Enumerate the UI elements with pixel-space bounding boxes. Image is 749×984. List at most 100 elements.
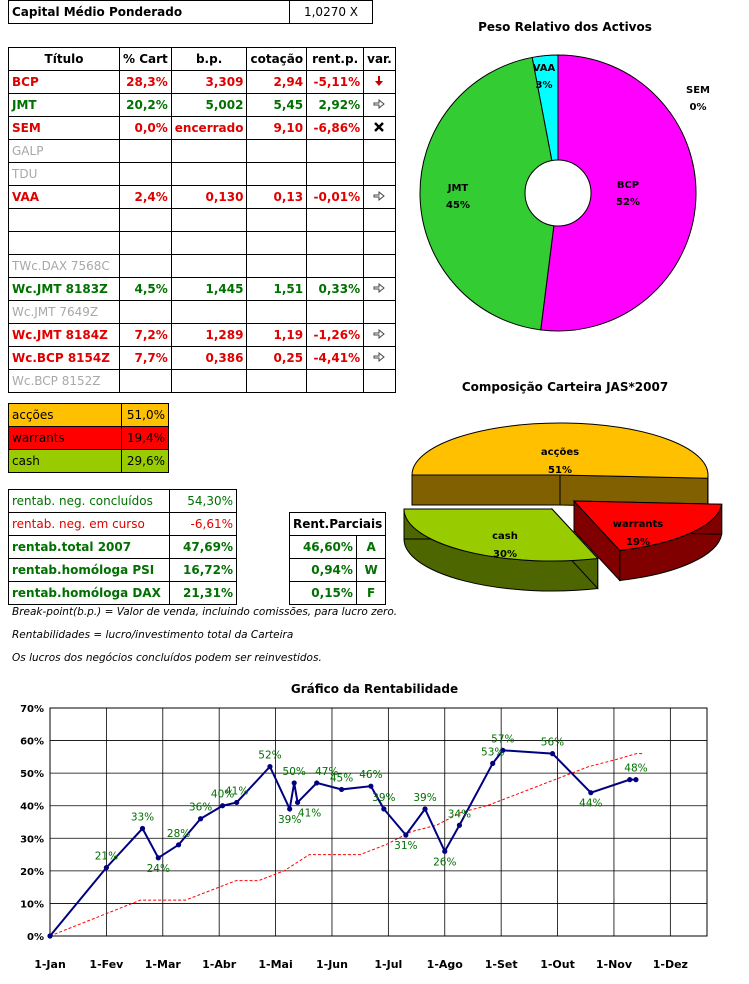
rentab-total-label: rentab.total 2007 (8, 535, 170, 559)
position-bp (170, 208, 248, 232)
rentab-concluidos-label: rentab. neg. concluídos (8, 489, 170, 513)
line-ytick: 60% (20, 737, 44, 748)
capital-table: Capital Médio Ponderado 1,0270 X (8, 0, 373, 24)
position-cart: 4,5% (119, 277, 172, 301)
position-rent (306, 139, 365, 163)
parciais-w-value: 0,94% (289, 558, 357, 582)
line-point (549, 751, 556, 757)
position-row: TDU (8, 162, 396, 186)
note-breakpoint: Break-point(b.p.) = Valor de venda, incl… (12, 606, 398, 618)
position-var (363, 254, 396, 278)
line-data-label: 41% (298, 807, 321, 819)
rentab-psi-value: 16,72% (169, 558, 237, 582)
position-cot (246, 162, 308, 186)
line-point (287, 806, 293, 812)
pie2-slice-acções (411, 422, 709, 479)
rentab-curso-label: rentab. neg. em curso (8, 512, 170, 536)
position-rent (306, 162, 365, 186)
position-row: Wc.JMT 8183Z 4,5% 1,445 1,51 0,33% (8, 277, 396, 301)
line-point (294, 799, 301, 806)
pie2-title: Composição Carteira JAS*2007 (461, 380, 669, 394)
position-row: JMT 20,2% 5,002 5,45 2,92% (8, 93, 396, 117)
composition-cash-value: 29,6% (121, 449, 169, 473)
position-cart: 28,3% (119, 70, 172, 94)
position-cart (119, 139, 172, 163)
position-var (363, 139, 396, 163)
pie2-value-warrants: 19% (626, 537, 650, 548)
position-row: Wc.JMT 8184Z 7,2% 1,289 1,19 -1,26% (8, 323, 396, 347)
line-point (403, 832, 409, 838)
line-ytick: 50% (20, 769, 44, 780)
line-series-reference (49, 753, 643, 937)
position-titulo: TDU (8, 162, 120, 186)
position-cot: 0,25 (246, 346, 308, 370)
header-cart: % Cart (119, 47, 172, 71)
position-row (8, 208, 396, 232)
position-rent: -0,01% (306, 185, 365, 209)
line-xtick: 1-Out (540, 958, 575, 971)
position-cart (119, 208, 172, 232)
pie1-value-jmt: 45% (446, 200, 470, 211)
header-var: var. (363, 47, 396, 71)
position-rent: -5,11% (306, 70, 365, 94)
line-data-label: 36% (189, 802, 212, 814)
pie1-label-vaa: VAA (533, 63, 556, 74)
position-cart (119, 254, 172, 278)
position-titulo: VAA (8, 185, 120, 209)
position-cot (246, 208, 308, 232)
position-cart (119, 162, 172, 186)
parciais-w-code: W (355, 558, 387, 582)
line-xtick: 1-Ago (427, 958, 464, 971)
parciais-table: Rent.Parciais 46,60% A 0,94% W 0,15% F (288, 512, 387, 605)
position-row: BCP 28,3% 3,309 2,94 -5,11% (8, 70, 396, 94)
line-data-label: 46% (359, 769, 382, 781)
position-row: VAA 2,4% 0,130 0,13 -0,01% (8, 185, 396, 209)
pie1-label-bcp: BCP (617, 180, 639, 191)
pie1-label-sem: SEM (686, 85, 710, 96)
line-xtick: 1-Set (485, 958, 518, 971)
position-titulo: Wc.BCP 8152Z (8, 369, 120, 393)
pie1-hole (524, 159, 592, 227)
line-point (368, 783, 374, 789)
position-bp: 5,002 (170, 93, 248, 117)
line-data-label: 26% (433, 856, 456, 868)
position-var (363, 300, 396, 324)
line-data-label: 28% (167, 828, 190, 840)
right-arrow-icon (363, 346, 396, 370)
line-point (381, 806, 387, 812)
position-bp: 1,289 (170, 323, 248, 347)
pie1-title: Peso Relativo dos Activos (478, 20, 652, 34)
line-data-label: 40% (211, 789, 234, 801)
position-cot: 5,45 (246, 93, 308, 117)
line-ytick: 30% (20, 834, 44, 845)
positions-header: Título % Cart b.p. cotação rent.p. var. (8, 47, 396, 71)
line-xtick: 1-Fev (89, 958, 124, 971)
position-bp: encerrado (170, 116, 248, 140)
parciais-header: Rent.Parciais (288, 512, 387, 536)
position-bp (170, 369, 248, 393)
position-rent (306, 369, 365, 393)
position-rent (306, 208, 365, 232)
line-xtick: 1-Mai (258, 958, 292, 971)
position-row: TWc.DAX 7568C (8, 254, 396, 278)
position-cart (119, 300, 172, 324)
position-cart (119, 369, 172, 393)
position-row: Wc.BCP 8154Z 7,7% 0,386 0,25 -4,41% (8, 346, 396, 370)
line-xtick: 1-Abr (202, 958, 237, 971)
line-point (103, 865, 109, 871)
position-var (363, 208, 396, 232)
header-bp: b.p. (170, 47, 248, 71)
pie2-slice-warrants (572, 500, 723, 551)
line-data-label: 33% (131, 812, 154, 824)
line-xtick: 1-Nov (596, 958, 633, 971)
line-point (219, 803, 226, 809)
position-titulo: Wc.BCP 8154Z (8, 346, 120, 370)
position-cot: 2,94 (246, 70, 308, 94)
position-rent (306, 300, 365, 324)
position-row: GALP (8, 139, 396, 163)
line-point (175, 842, 182, 848)
position-cot (246, 139, 308, 163)
line-title: Gráfico da Rentabilidade (290, 682, 459, 696)
position-row: Wc.JMT 7649Z (8, 300, 396, 324)
line-point (442, 848, 448, 854)
